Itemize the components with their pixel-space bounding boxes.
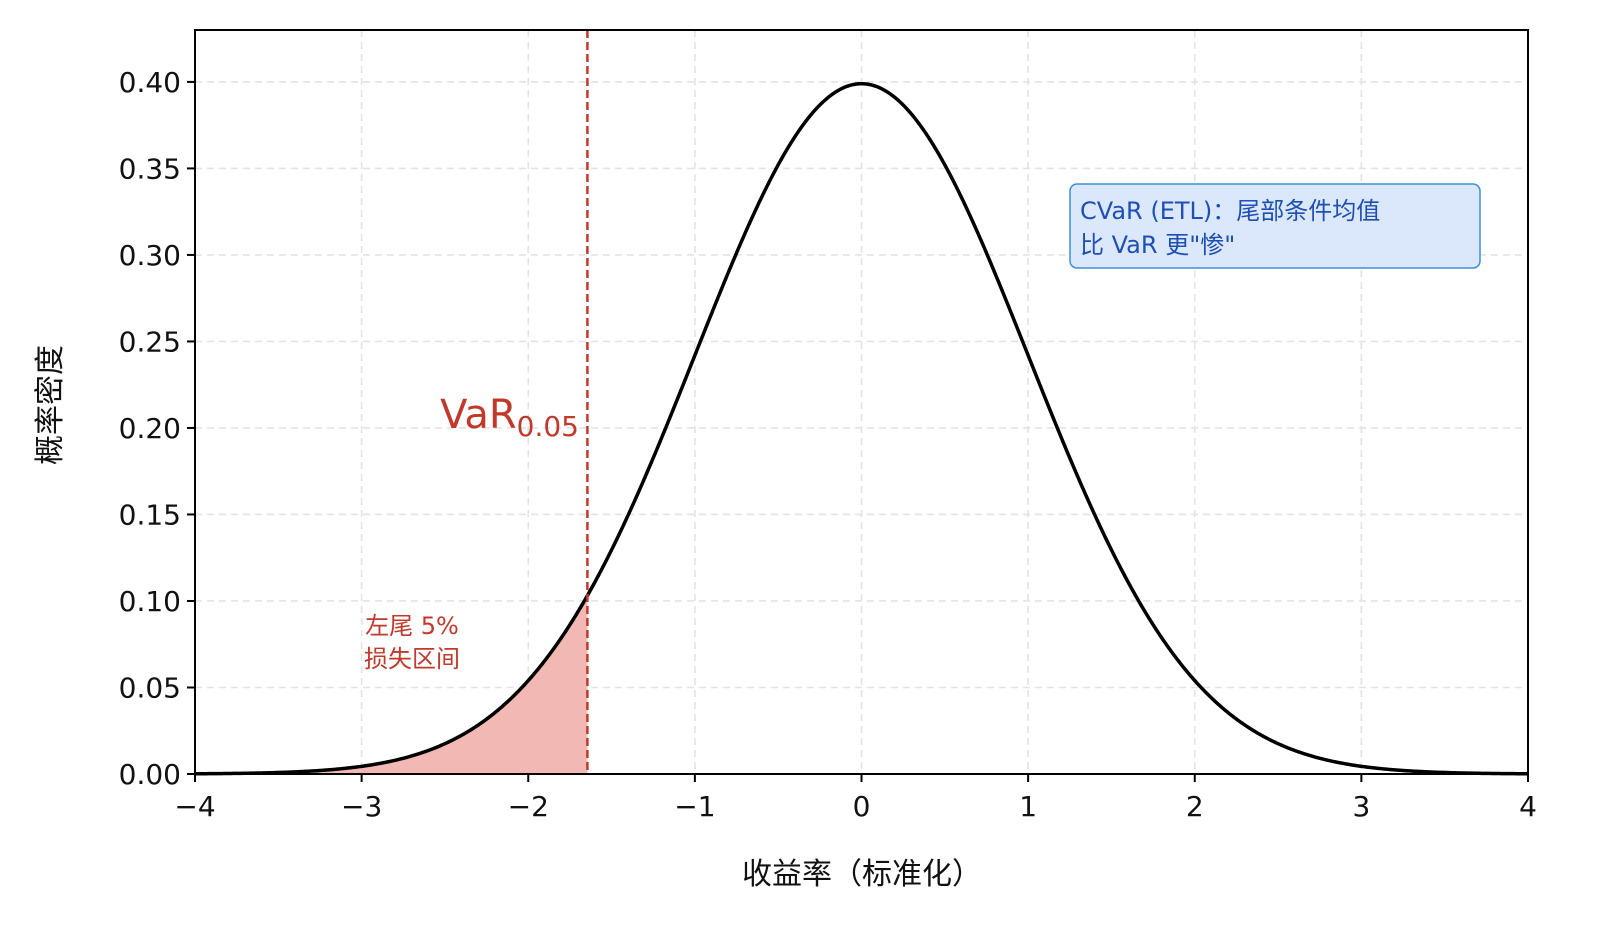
x-tick-label: −4	[174, 790, 215, 823]
y-tick-label: 0.30	[119, 239, 181, 272]
var-label: VaR	[440, 392, 517, 438]
x-tick-label: −3	[341, 790, 382, 823]
y-tick-label: 0.35	[119, 152, 181, 185]
tail-shaded-area	[195, 595, 588, 774]
x-tick-label: 0	[853, 790, 871, 823]
y-tick-label: 0.15	[119, 498, 181, 531]
y-axis-label: 概率密度	[33, 345, 68, 465]
cvar-note-line1: CVaR (ETL)：尾部条件均值	[1080, 197, 1380, 225]
tail-label-line1: 左尾 5%	[365, 612, 459, 640]
density-curve	[194, 81, 1529, 776]
cvar-note-line2: 比 VaR 更"惨"	[1080, 231, 1235, 259]
y-axis-ticks: 0.00 0.05 0.10 0.15 0.20 0.25 0.30 0.35 0.40	[119, 66, 195, 791]
tail-label-line2: 损失区间	[364, 645, 460, 673]
x-tick-label: 3	[1352, 790, 1370, 823]
x-tick-label: 2	[1186, 790, 1204, 823]
cvar-note-box	[1069, 183, 1481, 269]
x-tick-label: 4	[1519, 790, 1537, 823]
var-annotation: VaR0.05	[440, 392, 579, 443]
y-tick-label: 0.00	[119, 758, 181, 791]
y-tick-label: 0.20	[119, 412, 181, 445]
x-tick-label: −2	[508, 790, 549, 823]
y-tick-label: 0.05	[119, 671, 181, 704]
y-tick-label: 0.25	[119, 325, 181, 358]
x-tick-label: −1	[674, 790, 715, 823]
y-tick-label: 0.40	[119, 66, 181, 99]
x-axis-ticks: −4 −3 −2 −1 0 1 2 3 4	[174, 774, 1537, 823]
gridlines	[195, 30, 1528, 774]
var-subscript: 0.05	[517, 410, 579, 443]
x-tick-label: 1	[1019, 790, 1037, 823]
x-axis-label: 收益率（标准化）	[742, 857, 982, 892]
y-tick-label: 0.10	[119, 585, 181, 618]
